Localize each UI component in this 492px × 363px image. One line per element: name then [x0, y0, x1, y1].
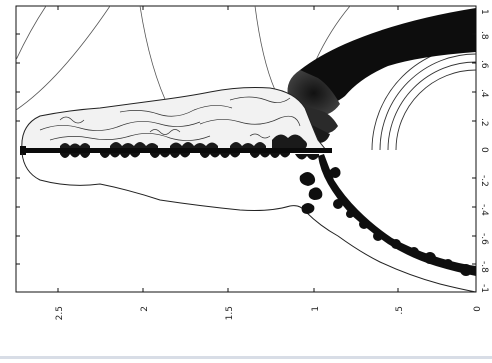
left-axis-ticks — [16, 33, 20, 265]
x-axis-labels: 2.5 2 1.5 1 .5 0 — [55, 306, 483, 321]
y-tick-label: .6 — [479, 60, 489, 69]
y-tick-label: -.8 — [479, 261, 489, 273]
y-tick-label: .4 — [479, 89, 489, 98]
x-tick-label: 1.5 — [225, 306, 235, 320]
y-tick-label: -.4 — [479, 204, 489, 216]
lower-outer-contour — [21, 152, 476, 292]
y-axis-labels: 1 .8 .6 .4 .2 0 -.2 -.4 -.6 -.8 -1 — [479, 9, 489, 293]
right-axis-ticks — [472, 33, 476, 265]
bottom-edge-strip — [0, 356, 492, 359]
x-tick-label: .5 — [395, 306, 405, 315]
x-tick-label: 0 — [473, 306, 483, 312]
top-axis-ticks — [57, 6, 399, 10]
y-tick-label: .8 — [479, 31, 489, 40]
x-tick-label: 1 — [311, 306, 321, 312]
symmetry-axis — [20, 146, 332, 155]
y-tick-label: -1 — [479, 284, 489, 293]
upper-mixing-region — [21, 87, 328, 151]
lower-vortex-chain — [299, 154, 476, 276]
x-tick-label: 2 — [140, 306, 150, 312]
y-tick-label: 0 — [479, 147, 489, 153]
x-tick-label: 2.5 — [55, 306, 65, 320]
y-tick-label: .2 — [479, 118, 489, 127]
y-tick-label: 1 — [479, 9, 489, 15]
lower-axis-vortices — [60, 153, 319, 160]
bottom-axis-ticks — [57, 288, 477, 292]
shock-arcs — [371, 45, 476, 151]
plot-frame — [15, 5, 477, 293]
y-tick-label: -.6 — [479, 233, 489, 245]
y-tick-label: -.2 — [479, 175, 489, 187]
